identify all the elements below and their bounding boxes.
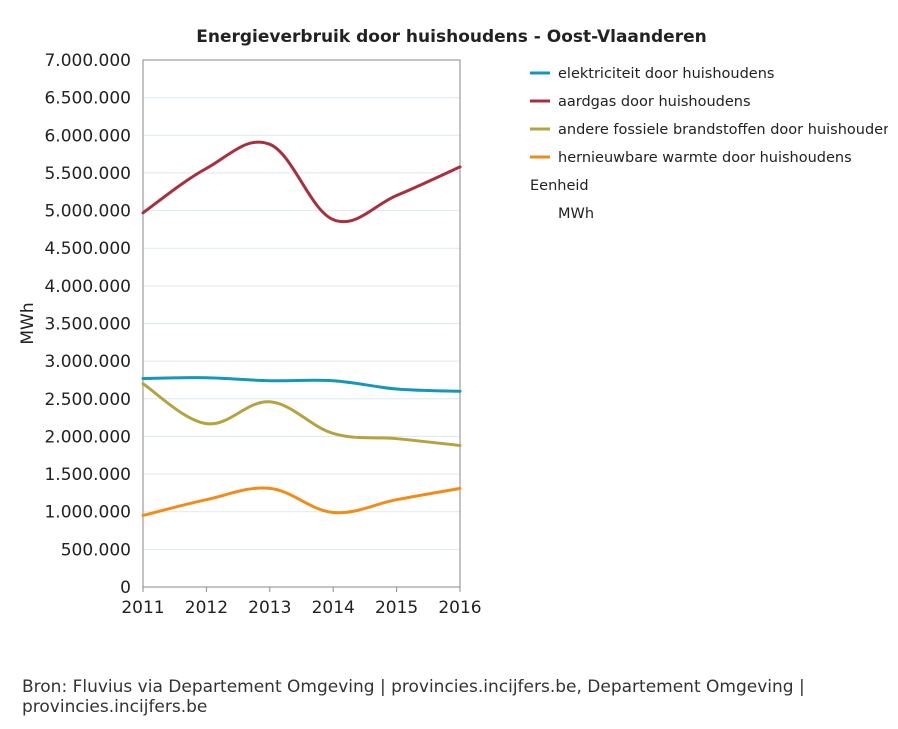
y-tick-label: 2.500.000 (44, 390, 131, 410)
legend-label: aardgas door huishoudens (558, 94, 751, 110)
series-line-2 (141, 140, 462, 224)
y-tick-label: 500.000 (61, 540, 131, 560)
data-point (458, 389, 462, 393)
plot-area-frame (142, 59, 461, 588)
x-tick-label: 2011 (121, 598, 164, 618)
data-point (204, 166, 208, 170)
y-tick-label: 2.000.000 (44, 427, 131, 447)
data-point (204, 498, 208, 502)
data-point (395, 194, 399, 198)
x-tick-label: 2014 (312, 598, 355, 618)
data-point (331, 218, 335, 222)
x-tick-label: 2012 (185, 598, 228, 618)
legend-label: elektriciteit door huishoudens (558, 66, 774, 82)
line-chart: 0 500.000 1.000.000 1.500.000 2.000.000 2.500… (18, 27, 898, 618)
series-line-4 (141, 486, 462, 517)
series-line-1 (141, 376, 462, 393)
source-footer: Bron: Fluvius via Departement Omgeving |… (22, 677, 862, 717)
y-tick-label: 3.500.000 (44, 315, 131, 335)
data-point (458, 486, 462, 490)
data-point (204, 422, 208, 426)
series-line-3 (141, 382, 462, 447)
data-point (204, 376, 208, 380)
data-point (458, 443, 462, 447)
data-point (268, 142, 272, 146)
legend-unit-value: MWh (558, 206, 594, 222)
legend-label: andere fossiele brandstoffen door huisho… (558, 122, 898, 138)
data-point (395, 387, 399, 391)
x-tick-label: 2015 (375, 598, 418, 618)
y-tick-label: 6.000.000 (44, 126, 131, 146)
source-line-1: Bron: Fluvius via Departement Omgeving |… (22, 677, 805, 697)
data-point (395, 437, 399, 441)
y-tick-label: 3.000.000 (44, 352, 131, 372)
y-tick-label: 1.500.000 (44, 465, 131, 485)
legend-label: hernieuwbare warmte door huishoudens (558, 150, 852, 166)
data-point (141, 211, 145, 215)
data-point (141, 382, 145, 386)
data-point (141, 376, 145, 380)
y-tick-label: 4.000.000 (44, 277, 131, 297)
data-point (331, 379, 335, 383)
y-tick-label: 6.500.000 (44, 89, 131, 109)
y-axis-label: MWh (18, 302, 38, 344)
data-point (458, 165, 462, 169)
y-tick-label: 5.000.000 (44, 202, 131, 222)
source-line-2: provincies.incijfers.be (22, 697, 208, 717)
data-point (331, 510, 335, 514)
data-point (141, 513, 145, 517)
y-tick-label: 1.000.000 (44, 503, 131, 523)
data-point (395, 498, 399, 502)
y-tick-label: 0 (120, 578, 131, 598)
data-point (268, 486, 272, 490)
legend-unit-heading: Eenheid (530, 178, 589, 194)
chart-title: Energieverbruik door huishoudens - Oost-… (196, 27, 706, 47)
y-tick-label: 5.500.000 (44, 164, 131, 184)
y-tick-label: 7.000.000 (44, 51, 131, 71)
y-tick-label: 4.500.000 (44, 239, 131, 259)
data-point (268, 400, 272, 404)
x-tick-label: 2013 (248, 598, 291, 618)
data-point (331, 431, 335, 435)
x-tick-label: 2016 (438, 598, 481, 618)
data-point (268, 379, 272, 383)
